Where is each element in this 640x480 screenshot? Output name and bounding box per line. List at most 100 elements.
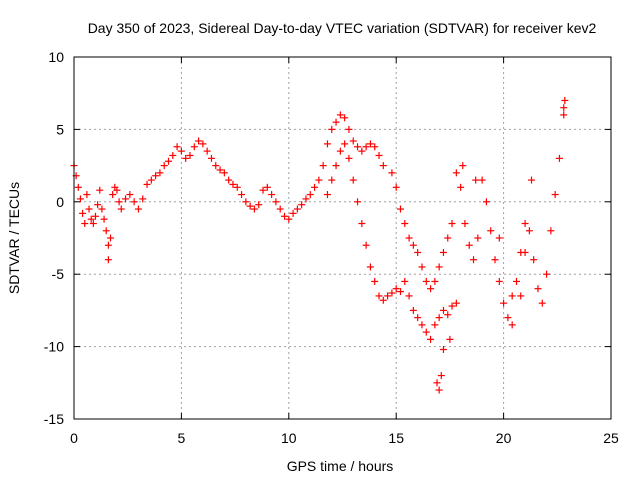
data-point — [207, 154, 215, 162]
data-point — [190, 143, 198, 151]
data-point — [104, 256, 112, 264]
data-point — [117, 205, 125, 213]
data-point — [427, 285, 435, 293]
data-point — [122, 195, 130, 203]
data-point — [328, 125, 336, 133]
data-point — [203, 147, 211, 155]
data-point — [482, 198, 490, 206]
data-point — [409, 306, 417, 314]
data-point — [160, 162, 168, 170]
data-point — [452, 299, 460, 307]
data-point — [366, 263, 374, 271]
data-point — [504, 314, 512, 322]
data-point — [268, 191, 276, 199]
data-point — [212, 162, 220, 170]
data-point — [345, 125, 353, 133]
data-point — [392, 183, 400, 191]
data-point — [182, 154, 190, 162]
data-point — [358, 220, 366, 228]
data-point — [87, 215, 95, 223]
data-point — [446, 335, 454, 343]
data-point — [457, 183, 465, 191]
data-point — [79, 209, 87, 217]
data-point — [152, 172, 160, 180]
data-point — [298, 201, 306, 209]
data-point — [560, 111, 568, 119]
data-point — [76, 195, 84, 203]
data-point — [508, 321, 516, 329]
data-point — [336, 111, 344, 119]
y-tick-label: 10 — [48, 49, 64, 65]
data-point — [459, 162, 467, 170]
data-point — [233, 183, 241, 191]
data-point — [528, 176, 536, 184]
data-point — [534, 285, 542, 293]
data-point — [495, 234, 503, 242]
data-point — [85, 205, 93, 213]
data-point — [323, 140, 331, 148]
data-points — [70, 96, 569, 394]
data-point — [435, 386, 443, 394]
data-point — [238, 191, 246, 199]
x-tick-label: 20 — [496, 430, 512, 446]
data-point — [461, 220, 469, 228]
data-point — [543, 270, 551, 278]
data-point — [396, 288, 404, 296]
data-point — [422, 328, 430, 336]
y-axis-label: SDTVAR / TECUs — [6, 182, 22, 294]
data-point — [229, 180, 237, 188]
data-point — [281, 212, 289, 220]
data-point — [437, 372, 445, 380]
data-point — [332, 118, 340, 126]
data-point — [319, 162, 327, 170]
data-point — [130, 198, 138, 206]
data-point — [530, 256, 538, 264]
data-point — [538, 299, 546, 307]
y-tick-label: -15 — [44, 411, 64, 427]
data-point — [431, 321, 439, 329]
data-point — [561, 96, 569, 104]
x-tick-label: 25 — [603, 430, 619, 446]
data-point — [98, 205, 106, 213]
data-point — [107, 234, 115, 242]
data-point — [439, 248, 447, 256]
data-point — [362, 143, 370, 151]
data-point — [354, 198, 362, 206]
data-point — [517, 292, 525, 300]
data-point — [465, 241, 473, 249]
x-tick-label: 0 — [70, 430, 78, 446]
data-point — [302, 195, 310, 203]
data-point — [435, 314, 443, 322]
plot-frame — [73, 56, 612, 420]
data-point — [452, 169, 460, 177]
y-tick-label: -10 — [44, 339, 64, 355]
data-point — [143, 180, 151, 188]
data-point — [521, 220, 529, 228]
data-point — [126, 191, 134, 199]
data-point — [341, 140, 349, 148]
data-point — [341, 114, 349, 122]
data-point — [478, 176, 486, 184]
y-tick-label: -5 — [52, 266, 65, 282]
data-point — [405, 292, 413, 300]
data-point — [444, 234, 452, 242]
data-point — [332, 162, 340, 170]
data-point — [401, 277, 409, 285]
data-point — [225, 176, 233, 184]
data-point — [439, 306, 447, 314]
data-point — [345, 154, 353, 162]
data-point — [448, 302, 456, 310]
data-point — [109, 191, 117, 199]
grid-lines — [74, 57, 611, 419]
data-point — [422, 277, 430, 285]
data-point — [289, 209, 297, 217]
data-point — [81, 220, 89, 228]
data-point — [115, 198, 123, 206]
x-axis-label: GPS time / hours — [287, 458, 394, 474]
data-point — [272, 198, 280, 206]
data-point — [173, 143, 181, 151]
data-point — [414, 248, 422, 256]
data-point — [100, 215, 108, 223]
